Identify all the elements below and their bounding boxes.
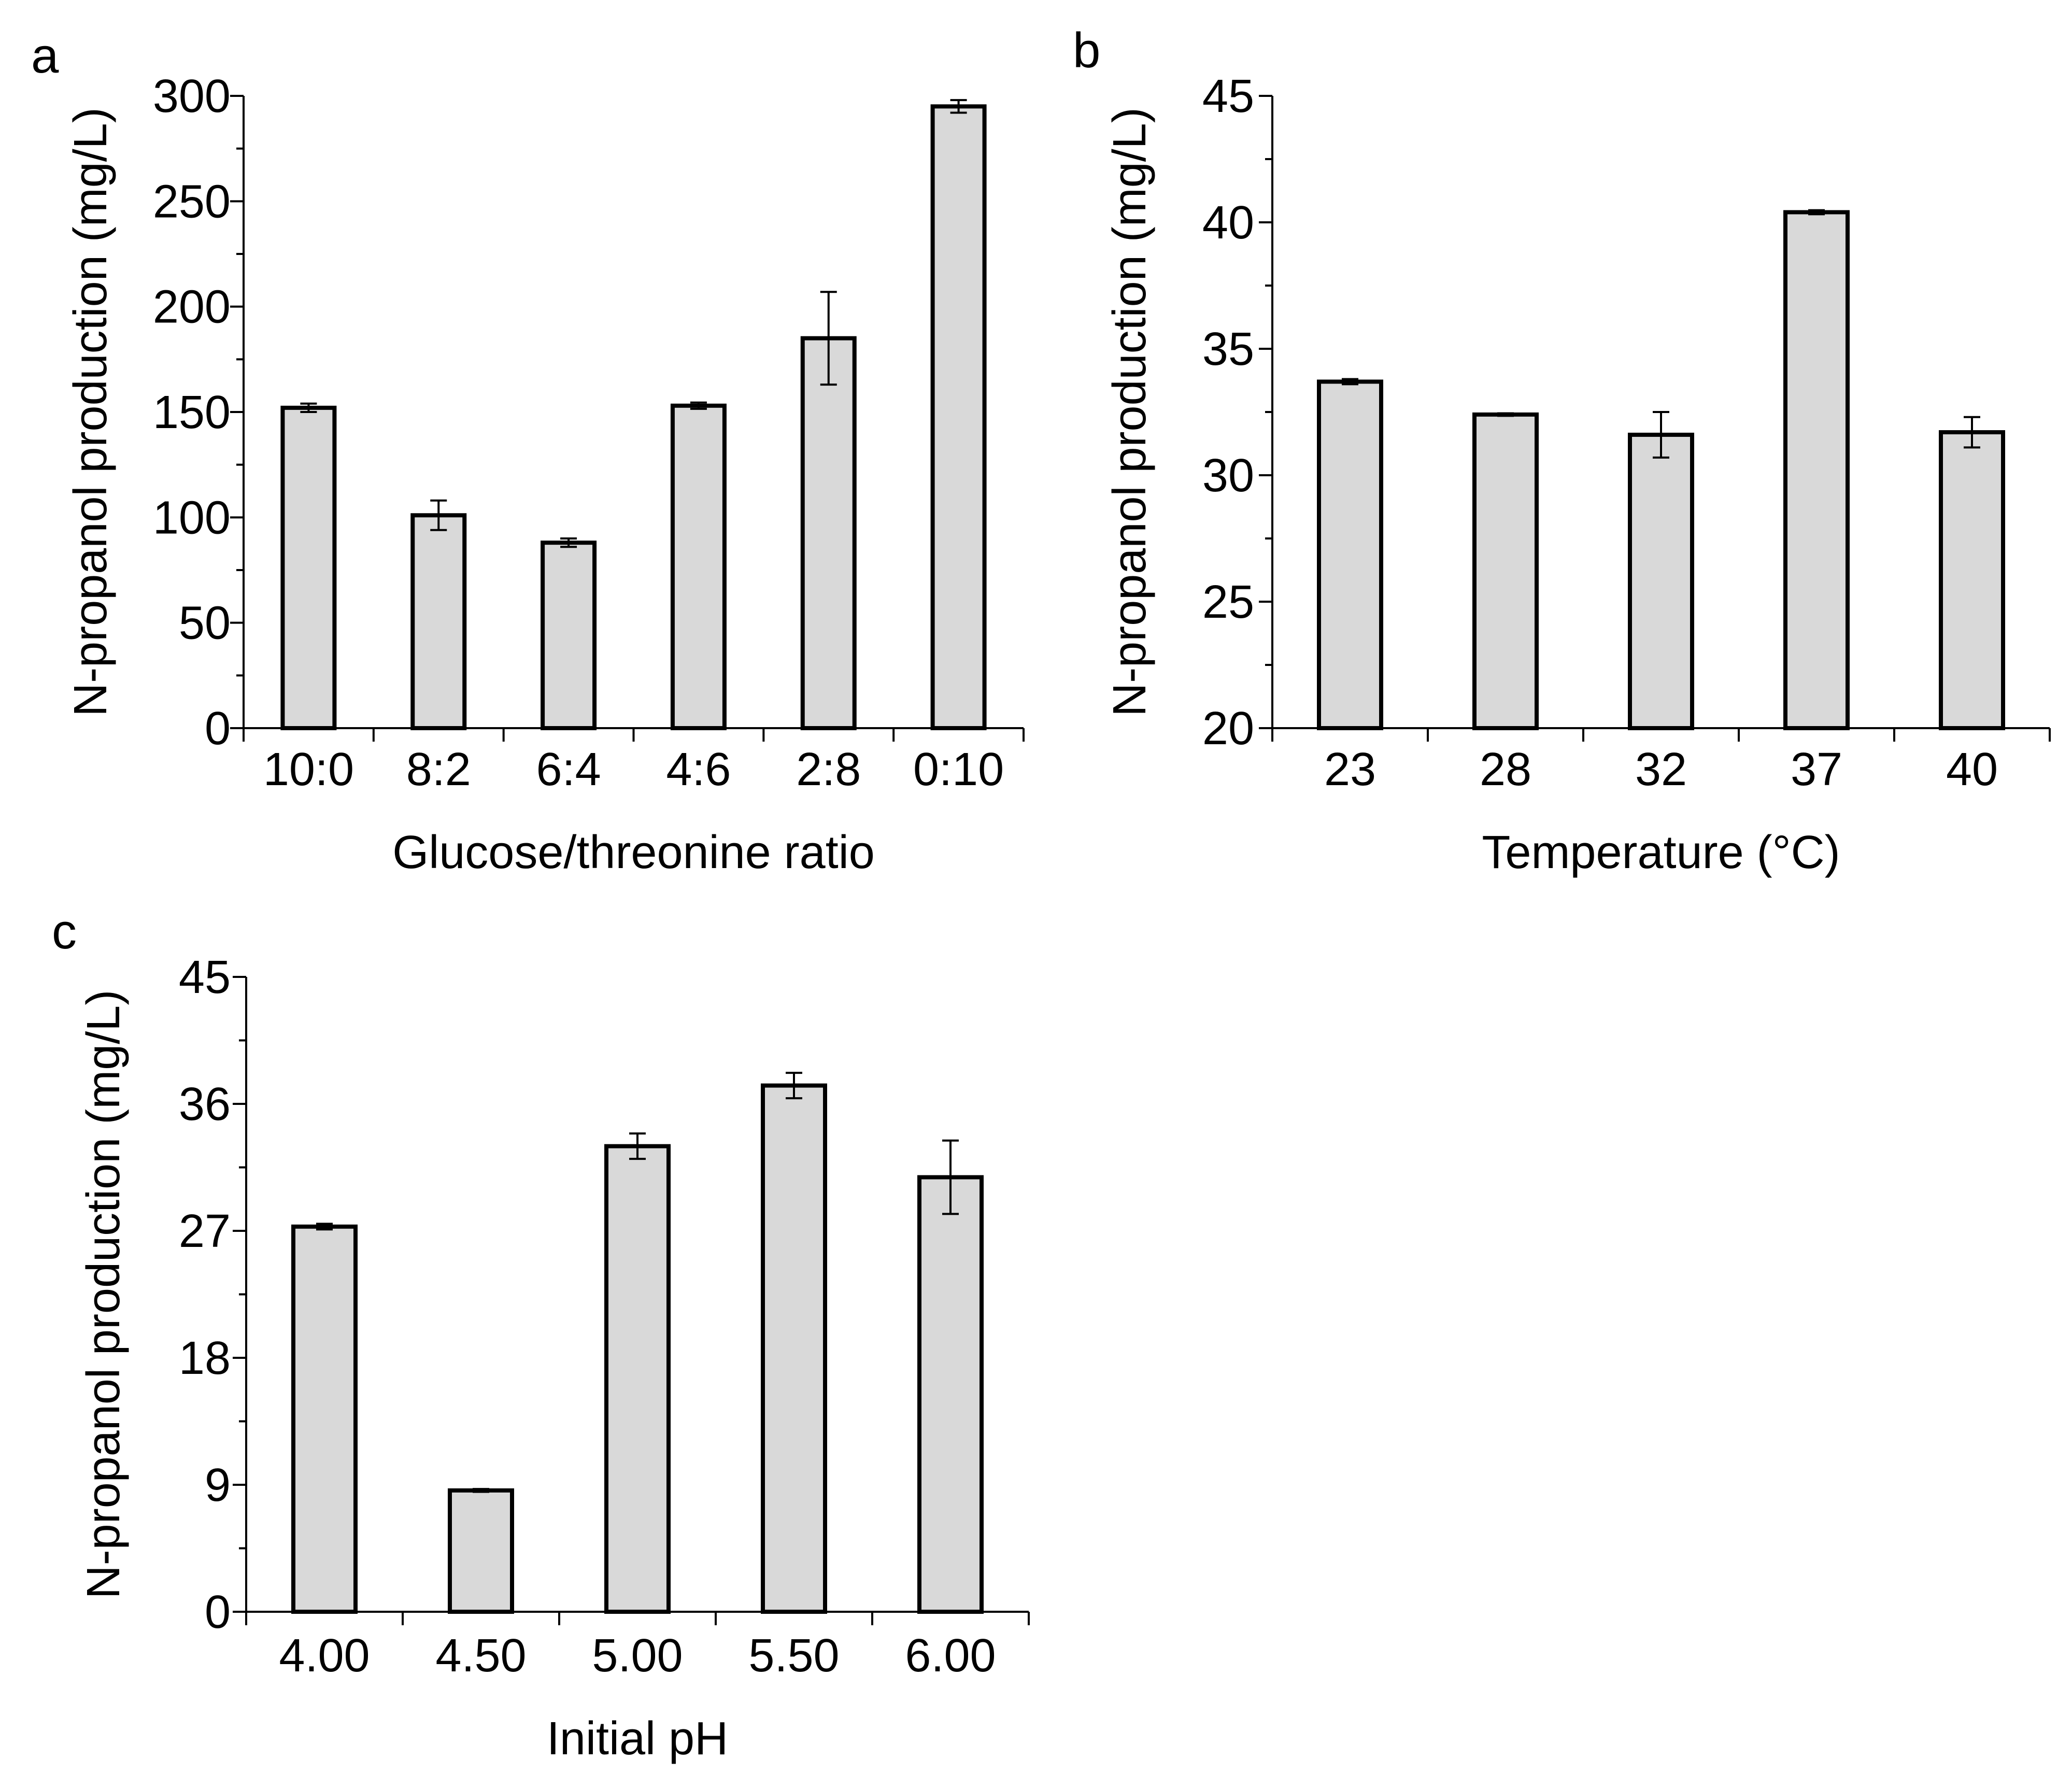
error-bar-23 <box>1342 378 1358 386</box>
bar-8:2 <box>410 513 467 730</box>
y-tick-label: 0 <box>205 703 231 755</box>
x-tick-label: 32 <box>1635 744 1687 796</box>
y-tick-label: 300 <box>153 70 231 122</box>
panel-letter: b <box>1073 23 1100 78</box>
error-bar-4.00 <box>316 1223 333 1231</box>
x-tick-label: 6:4 <box>536 744 601 796</box>
error-bar-5.50 <box>786 1072 802 1100</box>
y-tick-label: 18 <box>179 1332 231 1384</box>
y-tick-label: 27 <box>179 1205 231 1257</box>
x-tick-label: 4.50 <box>435 1630 526 1682</box>
x-axis-title: Initial pH <box>547 1713 728 1765</box>
bar-4:6 <box>670 403 727 730</box>
y-tick-label: 40 <box>1202 197 1254 249</box>
y-axis-title: N-propanol production (mg/L) <box>1104 107 1156 717</box>
x-tick-label: 10:0 <box>263 744 354 796</box>
x-tick-label: 2:8 <box>796 744 861 796</box>
chart-panel-a: a 0 50 100 150 200 250 300 10:0 8:2 6:4 4:6 2:8 0:10 G… <box>31 28 1025 878</box>
bar-0:10 <box>930 104 987 730</box>
error-bar-40 <box>1964 416 1980 449</box>
chart-panel-c: c 0 9 18 27 36 45 4.00 4.50 5.00 5.50 6.00 Initial p… <box>52 904 1030 1765</box>
x-axis-title: Temperature (°C) <box>1482 827 1840 878</box>
y-tick-label: 35 <box>1202 323 1254 375</box>
error-bar-5.00 <box>629 1132 646 1160</box>
error-bar-2:8 <box>820 291 837 386</box>
bar-23 <box>1317 379 1383 730</box>
y-tick-label: 45 <box>1202 70 1254 122</box>
bar-5.50 <box>761 1083 827 1614</box>
x-tick-label: 0:10 <box>913 744 1004 796</box>
error-bar-0:10 <box>950 99 967 114</box>
bar-5.00 <box>604 1144 671 1614</box>
x-tick-label: 23 <box>1324 744 1376 796</box>
y-tick-label: 0 <box>205 1586 231 1638</box>
y-axis-title: N-propanol production (mg/L) <box>78 990 130 1599</box>
error-bar-6:4 <box>560 537 577 548</box>
bar-4.50 <box>448 1488 514 1614</box>
y-tick-label: 20 <box>1202 703 1254 755</box>
bar-4.00 <box>291 1224 358 1614</box>
x-tick-label: 28 <box>1480 744 1531 796</box>
y-tick-label: 9 <box>205 1459 231 1511</box>
bar-28 <box>1472 412 1539 730</box>
chart-panel-b: b 20 25 30 35 40 45 23 28 32 37 40 Temperature (°C) N… <box>1073 23 2051 878</box>
error-bar-10:0 <box>300 402 317 413</box>
bar-10:0 <box>280 405 337 730</box>
y-tick-label: 50 <box>179 598 231 649</box>
y-axis-title: N-propanol production (mg/L) <box>65 107 117 717</box>
error-bar-4.50 <box>473 1488 489 1493</box>
error-bar-32 <box>1653 411 1669 459</box>
x-tick-label: 4:6 <box>666 744 731 796</box>
y-tick-label: 45 <box>179 952 231 1003</box>
error-bar-28 <box>1497 412 1514 417</box>
error-bar-8:2 <box>430 499 447 531</box>
x-tick-label: 8:2 <box>406 744 471 796</box>
y-tick-label: 250 <box>153 176 231 228</box>
bar-40 <box>1939 430 2005 730</box>
y-tick-label: 25 <box>1202 576 1254 628</box>
error-bar-4:6 <box>690 401 707 410</box>
error-bar-6.00 <box>942 1139 959 1215</box>
x-tick-label: 37 <box>1791 744 1842 796</box>
bar-6.00 <box>917 1175 984 1614</box>
y-tick-label: 150 <box>153 387 231 438</box>
x-tick-label: 5.50 <box>748 1630 839 1682</box>
x-axis-title: Glucose/threonine ratio <box>392 827 875 878</box>
bar-6:4 <box>541 541 597 730</box>
panel-letter: a <box>31 28 59 83</box>
x-tick-label: 6.00 <box>905 1630 996 1682</box>
y-tick-label: 36 <box>179 1078 231 1130</box>
x-tick-label: 5.00 <box>592 1630 683 1682</box>
y-tick-label: 100 <box>153 492 231 544</box>
bar-37 <box>1783 210 1850 731</box>
x-tick-label: 4.00 <box>279 1630 370 1682</box>
x-tick-label: 40 <box>1946 744 1998 796</box>
panel-letter: c <box>52 904 77 959</box>
bar-2:8 <box>800 336 857 730</box>
error-bar-37 <box>1808 209 1825 216</box>
y-tick-label: 30 <box>1202 450 1254 502</box>
bar-32 <box>1628 432 1694 730</box>
y-tick-label: 200 <box>153 281 231 333</box>
